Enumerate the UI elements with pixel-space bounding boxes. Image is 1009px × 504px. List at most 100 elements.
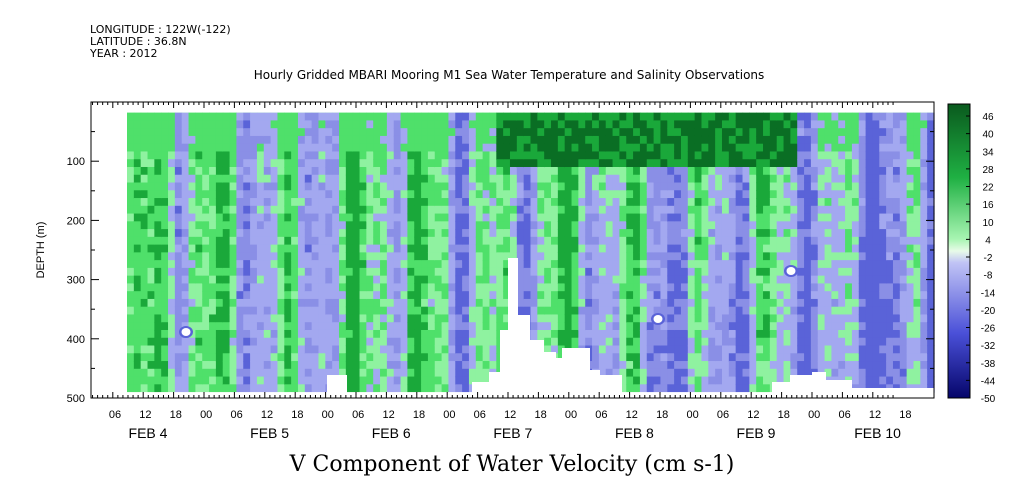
heatmap-cell xyxy=(352,198,361,207)
heatmap-cell xyxy=(721,384,730,393)
heatmap-cell xyxy=(332,221,340,230)
heatmap-cell xyxy=(667,329,675,339)
heatmap-cell xyxy=(332,275,340,285)
heatmap-cell xyxy=(345,229,354,238)
heatmap-cell xyxy=(318,345,326,354)
heatmap-cell xyxy=(339,236,347,246)
heatmap-cell xyxy=(858,236,867,246)
heatmap-cell xyxy=(687,260,696,269)
heatmap-cell xyxy=(339,291,347,300)
heatmap-cell xyxy=(742,291,750,300)
heatmap-cell xyxy=(400,376,408,385)
heatmap-cell xyxy=(462,174,470,184)
heatmap-cell xyxy=(332,314,340,323)
heatmap-cell xyxy=(694,112,703,122)
heatmap-cell xyxy=(284,236,292,246)
heatmap-cell xyxy=(345,244,354,253)
heatmap-cell xyxy=(886,135,894,145)
heatmap-cell xyxy=(400,244,408,253)
heatmap-cell xyxy=(270,275,279,285)
heatmap-cell xyxy=(270,190,279,199)
heatmap-cell xyxy=(783,174,791,184)
heatmap-cell xyxy=(886,283,894,292)
heatmap-cell xyxy=(571,260,579,269)
heatmap-cell xyxy=(564,221,573,230)
heatmap-cell xyxy=(325,329,333,339)
heatmap-cell xyxy=(174,368,183,378)
heatmap-cell xyxy=(886,236,894,246)
heatmap-cell xyxy=(147,260,155,269)
heatmap-cell xyxy=(297,368,306,378)
heatmap-cell xyxy=(127,252,135,261)
heatmap-cell xyxy=(393,275,402,285)
heatmap-cell xyxy=(564,314,573,323)
heatmap-cell xyxy=(667,190,675,199)
heatmap-cell xyxy=(865,205,874,215)
heatmap-cell xyxy=(742,205,750,215)
heatmap-cell xyxy=(578,306,586,316)
heatmap-cell xyxy=(304,182,313,191)
heatmap-cell xyxy=(229,298,238,308)
heatmap-cell xyxy=(181,120,190,129)
heatmap-cell xyxy=(366,306,374,316)
heatmap-cell xyxy=(222,322,231,331)
heatmap-cell xyxy=(735,166,744,176)
heatmap-cell xyxy=(763,376,771,385)
heatmap-cell xyxy=(414,205,422,215)
heatmap-cell xyxy=(243,166,251,176)
heatmap-cell xyxy=(386,221,395,230)
heatmap-cell xyxy=(899,112,908,122)
heatmap-cell xyxy=(619,329,627,339)
heatmap-cell xyxy=(571,151,579,160)
heatmap-cell xyxy=(749,306,757,316)
heatmap-cell xyxy=(468,345,477,354)
heatmap-cell xyxy=(728,166,737,176)
heatmap-cell xyxy=(660,298,668,308)
heatmap-cell xyxy=(263,244,272,253)
heatmap-cell xyxy=(509,252,518,261)
heatmap-cell xyxy=(277,361,285,370)
heatmap-cell xyxy=(133,143,142,153)
heatmap-cell xyxy=(311,174,320,184)
heatmap-cell xyxy=(243,384,251,393)
heatmap-cell xyxy=(256,229,265,238)
heatmap-cell xyxy=(557,166,566,176)
heatmap-cell xyxy=(715,283,723,292)
heatmap-cell xyxy=(879,376,887,385)
heatmap-cell xyxy=(332,190,340,199)
heatmap-cell xyxy=(763,205,771,215)
heatmap-cell xyxy=(263,205,272,215)
heatmap-cell xyxy=(263,190,272,199)
heatmap-cell xyxy=(503,283,511,292)
heatmap-cell xyxy=(564,120,573,129)
heatmap-cell xyxy=(708,159,716,168)
heatmap-cell xyxy=(790,345,798,354)
heatmap-cell xyxy=(858,190,867,199)
heatmap-cell xyxy=(168,135,176,145)
heatmap-cell xyxy=(783,229,791,238)
heatmap-cell xyxy=(892,151,901,160)
heatmap-cell xyxy=(687,314,696,323)
heatmap-cell xyxy=(687,376,696,385)
heatmap-cell xyxy=(763,128,771,137)
heatmap-cell xyxy=(742,345,750,354)
heatmap-cell xyxy=(277,260,285,269)
heatmap-cell xyxy=(441,376,450,385)
heatmap-cell xyxy=(804,190,812,199)
heatmap-cell xyxy=(667,128,675,137)
heatmap-cell xyxy=(352,205,361,215)
heatmap-cell xyxy=(509,143,518,153)
heatmap-cell xyxy=(927,174,935,184)
heatmap-cell xyxy=(557,275,566,285)
heatmap-cell xyxy=(188,252,196,261)
x-hour-label: 00 xyxy=(200,409,212,421)
heatmap-cell xyxy=(366,182,374,191)
heatmap-cell xyxy=(913,143,921,153)
heatmap-cell xyxy=(899,361,908,370)
heatmap-cell xyxy=(906,135,915,145)
heatmap-cell xyxy=(804,337,812,347)
heatmap-cell xyxy=(359,213,367,222)
heatmap-cell xyxy=(913,182,921,191)
heatmap-cell xyxy=(653,143,662,153)
heatmap-cell xyxy=(284,322,292,331)
